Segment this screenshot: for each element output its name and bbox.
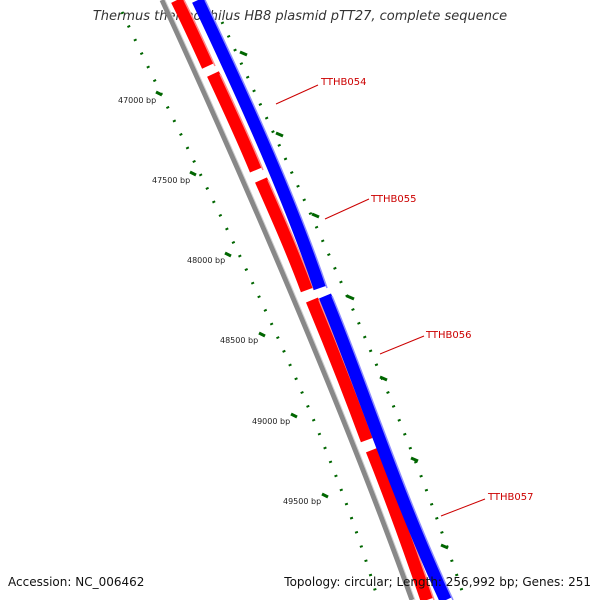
map-title: Thermus thermophilus HB8 plasmid pTT27, …	[92, 9, 508, 24]
gene-arrow-rev-1	[171, 0, 214, 69]
major-ticks-outer	[239, 50, 449, 550]
gene-arrow-rev-5	[365, 447, 434, 600]
gene-arrow-fwd-1	[192, 0, 327, 291]
ruler-labels: 47000 bp 47500 bp 48000 bp 48500 bp 4900…	[118, 96, 321, 506]
backbone	[159, 0, 415, 600]
ruler-label-47000: 47000 bp	[118, 96, 156, 105]
ruler-label-49500: 49500 bp	[283, 497, 321, 506]
outer-tick-track	[220, 21, 467, 600]
gene-label-tthb054: TTHB054	[320, 77, 367, 88]
gene-labels: TTHB054 TTHB055 TTHB056 TTHB057	[275, 77, 534, 517]
accession-text: Accession: NC_006462	[8, 575, 145, 589]
gene-label-tthb055: TTHB055	[370, 194, 417, 205]
topology-text: Topology: circular; Length: 256,992 bp; …	[284, 575, 591, 589]
forward-strand-track	[192, 0, 454, 600]
gene-label-tthb057: TTHB057	[487, 492, 534, 503]
ruler-label-48000: 48000 bp	[187, 256, 225, 265]
ruler-label-49000: 49000 bp	[252, 417, 290, 426]
gene-arrow-rev-2	[207, 71, 263, 173]
gene-label-tthb056: TTHB056	[425, 330, 472, 341]
gene-arrow-rev-4	[305, 297, 374, 443]
ruler-label-48500: 48500 bp	[220, 336, 258, 345]
gene-arrow-fwd-2	[318, 293, 452, 600]
reverse-strand-track	[171, 0, 435, 600]
gene-arrow-rev-3	[255, 177, 314, 293]
ruler-label-47500: 47500 bp	[152, 176, 190, 185]
major-ticks-inner	[155, 90, 329, 499]
